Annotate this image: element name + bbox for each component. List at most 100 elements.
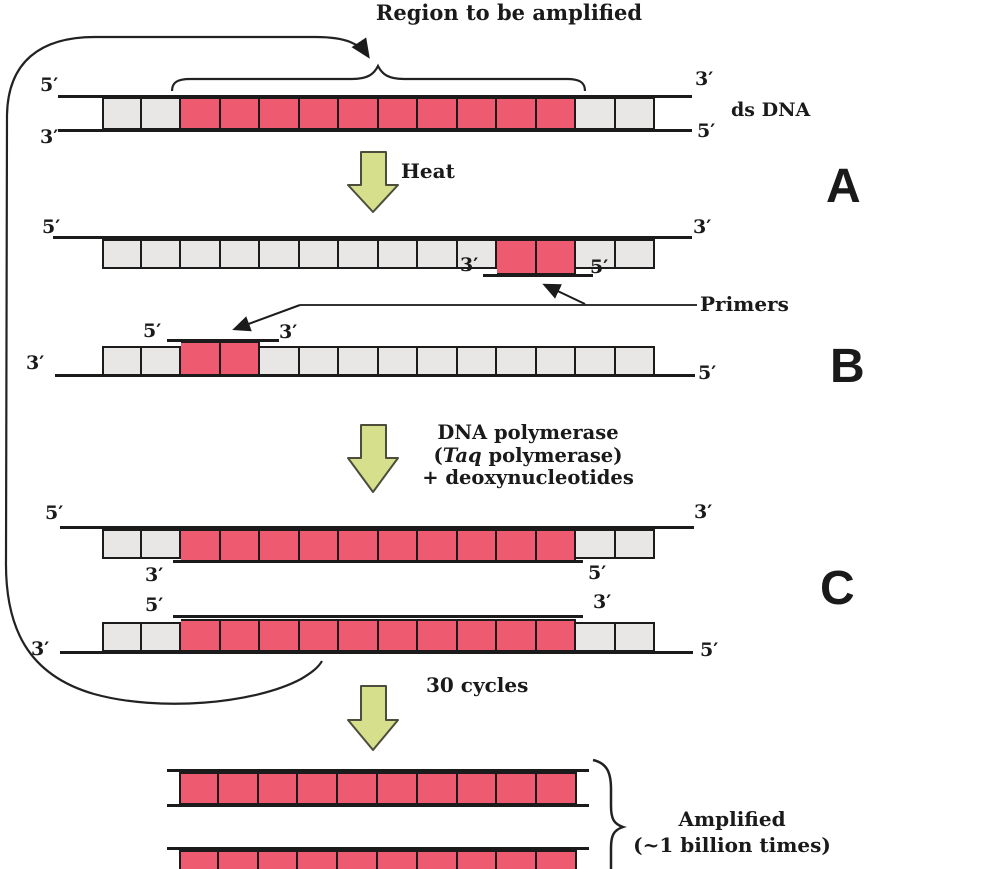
c-top-duplex bbox=[102, 529, 655, 562]
target-region-cell bbox=[497, 529, 537, 562]
target-region-cell bbox=[218, 850, 259, 869]
target-region-cell bbox=[378, 619, 418, 652]
five-prime-label: 5′ bbox=[697, 120, 716, 142]
three-prime-label: 3′ bbox=[460, 254, 479, 276]
dna-flanking-cell bbox=[576, 622, 616, 652]
target-region-cell bbox=[377, 772, 418, 805]
three-prime-label: 3′ bbox=[279, 321, 298, 343]
dna-flanking-cell bbox=[260, 346, 300, 377]
c1-top-backbone bbox=[60, 526, 694, 529]
c2-new-strand-backbone bbox=[173, 615, 583, 618]
three-prime-label: 3′ bbox=[31, 638, 50, 660]
five-prime-label: 5′ bbox=[145, 594, 164, 616]
target-region-cell bbox=[339, 619, 379, 652]
dna-flanking-cell bbox=[615, 529, 655, 559]
dna-flanking-cell bbox=[141, 622, 181, 652]
target-region-cell bbox=[339, 97, 379, 130]
dna-flanking-cell bbox=[299, 346, 339, 377]
cycles-arrow bbox=[347, 685, 399, 751]
amplified-2-top-backbone bbox=[167, 847, 589, 850]
cycles-label: 30 cycles bbox=[426, 673, 529, 697]
dna-flanking-cell bbox=[615, 239, 655, 269]
primer-cell bbox=[181, 341, 221, 377]
target-region-cell bbox=[417, 850, 458, 869]
denatured-top-strand bbox=[102, 239, 655, 275]
dna-flanking-cell bbox=[102, 346, 142, 377]
target-region-cell bbox=[220, 529, 260, 562]
target-region-cell bbox=[260, 529, 300, 562]
dna-flanking-cell bbox=[102, 97, 142, 130]
c1-new-strand-backbone bbox=[173, 560, 583, 563]
target-region-cell bbox=[418, 529, 458, 562]
ds-bottom-backbone bbox=[58, 129, 692, 132]
five-prime-label: 5′ bbox=[698, 362, 717, 384]
target-region-cell bbox=[220, 619, 260, 652]
target-region-cell bbox=[260, 97, 300, 130]
dna-flanking-cell bbox=[576, 529, 616, 559]
dna-flanking-cell bbox=[378, 239, 418, 269]
target-region-cell bbox=[179, 850, 219, 869]
dna-flanking-cell bbox=[220, 239, 260, 269]
primers-label: Primers bbox=[700, 292, 789, 316]
dna-flanking-cell bbox=[497, 346, 537, 377]
dna-flanking-cell bbox=[102, 239, 142, 269]
target-region-cell bbox=[181, 529, 221, 562]
three-prime-label: 3′ bbox=[694, 501, 713, 523]
ds-top-backbone bbox=[58, 95, 692, 98]
five-prime-label: 5′ bbox=[700, 639, 719, 661]
three-prime-label: 3′ bbox=[693, 216, 712, 238]
three-prime-label: 3′ bbox=[695, 68, 714, 90]
three-prime-label: 3′ bbox=[40, 126, 59, 148]
strand-b-backbone bbox=[55, 374, 695, 377]
amplified-1-bottom-backbone bbox=[167, 804, 589, 807]
section-b-letter: B bbox=[830, 340, 865, 393]
amplified-duplex-2 bbox=[179, 850, 577, 869]
target-region-cell bbox=[298, 772, 339, 805]
target-region-cell bbox=[457, 772, 498, 805]
region-title: Region to be amplified bbox=[375, 0, 643, 25]
denatured-bottom-strand bbox=[102, 341, 655, 377]
c2-bottom-backbone bbox=[60, 651, 693, 654]
five-prime-label: 5′ bbox=[590, 256, 609, 278]
heat-arrow bbox=[347, 151, 399, 213]
dna-flanking-cell bbox=[378, 346, 418, 377]
strand-a-backbone bbox=[53, 236, 692, 239]
target-region-cell bbox=[258, 850, 299, 869]
five-prime-label: 5′ bbox=[588, 562, 607, 584]
target-region-cell bbox=[179, 772, 219, 805]
target-region-cell bbox=[338, 850, 378, 869]
region-brace bbox=[170, 63, 587, 92]
amplified-label: Amplified (~1 billion times) bbox=[633, 807, 831, 857]
target-region-cell bbox=[220, 97, 260, 130]
target-region-cell bbox=[378, 97, 418, 130]
target-region-cell bbox=[536, 529, 576, 562]
dna-flanking-cell bbox=[339, 346, 379, 377]
primer-a-backbone bbox=[483, 274, 593, 277]
amplified-1-top-backbone bbox=[167, 769, 589, 772]
amplified-duplex-1 bbox=[179, 772, 577, 805]
polymerase-step-label: DNA polymerase (Taq polymerase) + deoxyn… bbox=[422, 421, 634, 489]
three-prime-label: 3′ bbox=[593, 591, 612, 613]
five-prime-label: 5′ bbox=[42, 216, 61, 238]
target-region-cell bbox=[497, 619, 537, 652]
dna-flanking-cell bbox=[536, 346, 576, 377]
target-region-cell bbox=[418, 619, 458, 652]
primer-b-backbone bbox=[167, 339, 279, 342]
target-region-cell bbox=[218, 772, 259, 805]
target-region-cell bbox=[457, 619, 497, 652]
section-c-letter: C bbox=[820, 562, 855, 615]
section-a-letter: A bbox=[826, 160, 861, 213]
ds-dna-strand bbox=[102, 97, 655, 130]
target-region-cell bbox=[299, 529, 339, 562]
dna-flanking-cell bbox=[576, 97, 616, 130]
target-region-cell bbox=[377, 850, 418, 869]
heat-label: Heat bbox=[401, 159, 455, 183]
target-region-cell bbox=[338, 772, 378, 805]
ds-dna-label: ds DNA bbox=[731, 99, 811, 121]
dna-flanking-cell bbox=[260, 239, 300, 269]
target-region-cell bbox=[378, 529, 418, 562]
target-region-cell bbox=[299, 619, 339, 652]
c-bottom-duplex bbox=[102, 619, 655, 652]
dna-flanking-cell bbox=[576, 239, 616, 269]
dna-flanking-cell bbox=[615, 346, 655, 377]
